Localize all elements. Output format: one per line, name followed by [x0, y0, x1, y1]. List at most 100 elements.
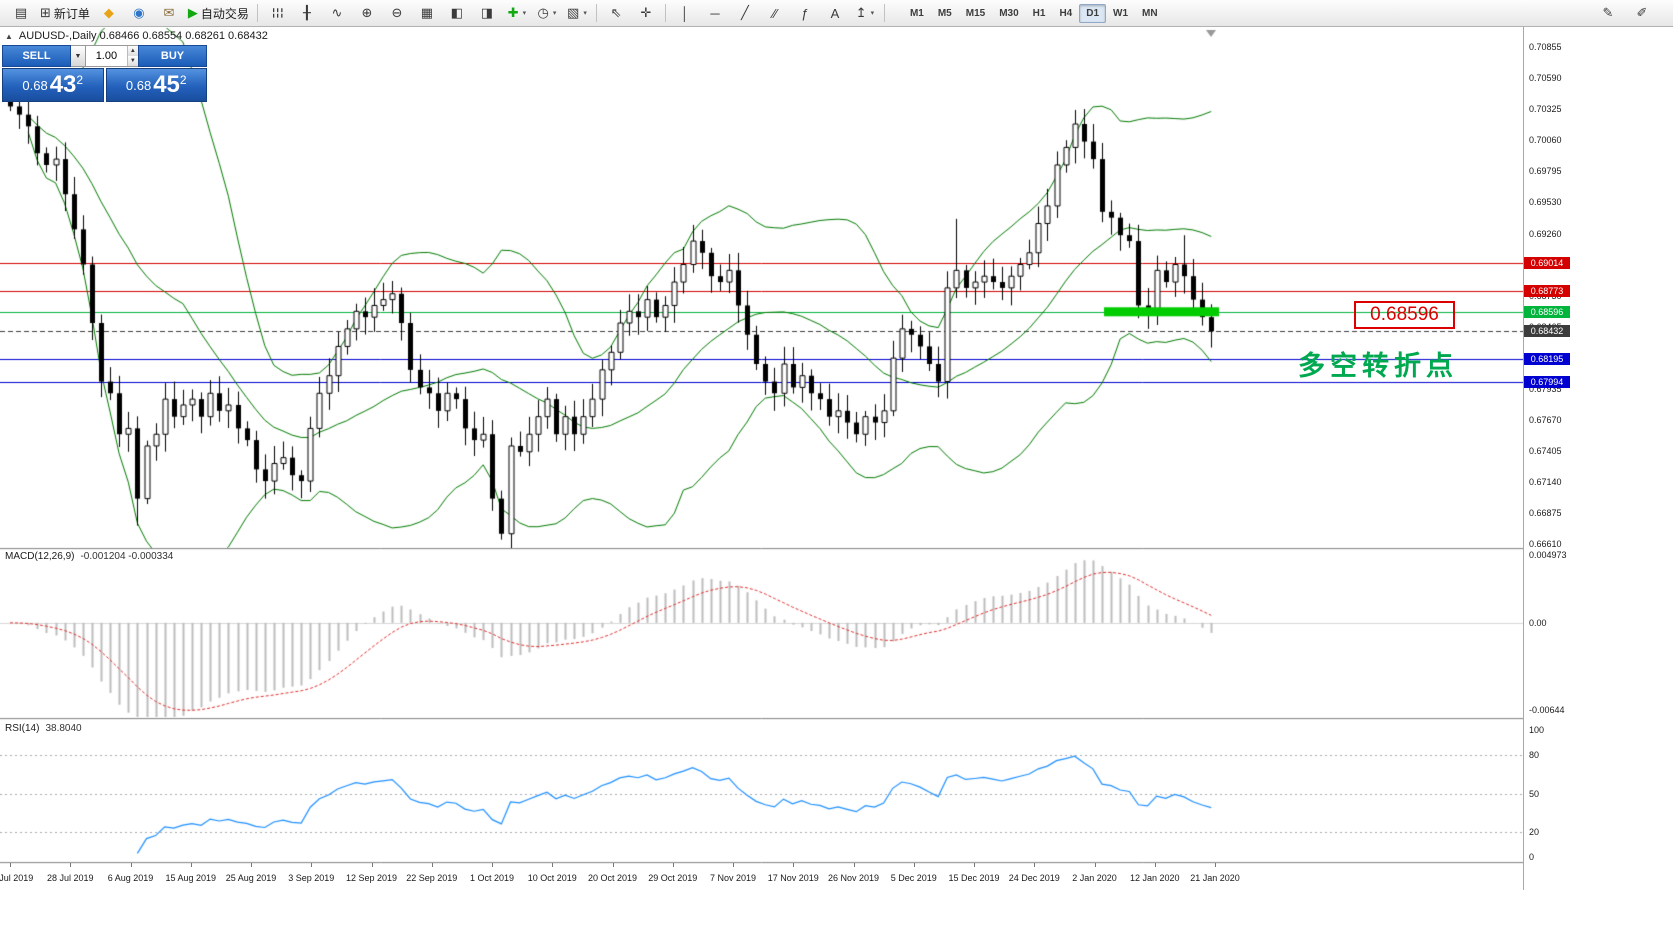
tile-windows-icon: ▦: [420, 5, 434, 20]
horizontal-line-button[interactable]: ─: [700, 1, 730, 25]
date-label: 12 Jan 2020: [1129, 873, 1180, 883]
tile-vertically-button[interactable]: ◨: [472, 1, 502, 25]
indicators-button[interactable]: ✚ ▾: [502, 1, 532, 25]
zoom-out-button[interactable]: ⊖: [382, 1, 412, 25]
date-label: 17 Nov 2019: [767, 873, 819, 883]
templates-button[interactable]: ▧ ▾: [562, 1, 592, 25]
buy-price-base: 0.68: [125, 77, 152, 93]
timeframe-d1[interactable]: D1: [1079, 3, 1107, 23]
timeframe-m30[interactable]: M30: [999, 7, 1019, 19]
date-tick: [612, 863, 614, 867]
timeframe-m15[interactable]: M15: [965, 7, 986, 19]
zoom-in-button[interactable]: ⊕: [352, 1, 382, 25]
buy-price-button[interactable]: 0.68 45 2: [105, 68, 207, 102]
indicators-button-dropdown-icon[interactable]: ▾: [522, 10, 527, 17]
account-icon[interactable]: ◉: [124, 1, 154, 25]
price-tick: 0.67670: [1529, 415, 1562, 426]
price-level-badge: 0.67994: [1524, 376, 1570, 389]
chart-canvas[interactable]: [0, 27, 1523, 890]
channel-icon: ∕∕: [772, 5, 778, 21]
cursor-button[interactable]: ⇖: [601, 1, 631, 25]
date-label: 1 Oct 2019: [469, 873, 515, 883]
line-chart-type-button[interactable]: ∿: [322, 1, 352, 25]
draw-icon[interactable]: ✐: [1636, 5, 1648, 20]
price-level-annotation[interactable]: 0.68596: [1354, 301, 1455, 329]
new-order-button[interactable]: ⊞ 新订单: [36, 1, 94, 25]
turning-point-annotation[interactable]: 多空转折点: [1298, 351, 1458, 381]
date-label: 22 Sep 2019: [406, 873, 458, 883]
price-tick: 0.67405: [1529, 446, 1562, 457]
templates-button-dropdown-icon[interactable]: ▾: [583, 10, 587, 17]
price-level-badge: 0.68432: [1524, 324, 1570, 337]
window-icon[interactable]: ▤: [6, 1, 36, 25]
arrows-button[interactable]: ↥ ▾: [850, 1, 880, 25]
date-label: 12 Sep 2019: [345, 873, 398, 883]
news-icon[interactable]: ✉: [154, 1, 184, 25]
date-tick: [190, 863, 192, 867]
text-button[interactable]: A: [820, 1, 850, 25]
depth-of-market-icon[interactable]: ◆: [94, 1, 124, 25]
rsi-scale-tick: 20: [1529, 826, 1540, 837]
buy-price-pipette: 2: [179, 73, 187, 87]
rsi-name: RSI(14): [5, 723, 40, 734]
crosshair-button[interactable]: ✛: [631, 1, 661, 25]
volume-dropdown-button[interactable]: ▼: [71, 45, 86, 67]
date-tick: [793, 863, 795, 867]
collapse-panel-icon[interactable]: ▲: [5, 31, 13, 41]
fibonacci-button[interactable]: ƒ: [790, 1, 820, 25]
date-tick: [251, 863, 252, 867]
periods-button[interactable]: ◷ ▾: [532, 1, 562, 25]
bar-chart-type-button[interactable]: ☷: [262, 1, 292, 25]
date-label: 24 Dec 2019: [1008, 873, 1060, 883]
price-level-badge: 0.68195: [1524, 352, 1570, 365]
vertical-line-icon: │: [680, 5, 689, 21]
timeframe-h1[interactable]: H1: [1032, 7, 1046, 19]
buy-button[interactable]: BUY: [138, 45, 207, 67]
date-tick: [1154, 863, 1156, 867]
tile-windows-button[interactable]: ▦: [412, 1, 442, 25]
price-tick: 0.69260: [1529, 229, 1562, 240]
window-icon-icon: ▤: [14, 5, 28, 20]
rsi-indicator-label: RSI(14) 38.8040: [5, 723, 82, 734]
date-tick: [1094, 863, 1096, 867]
crosshair-icon: ✛: [640, 5, 652, 20]
periods-button-dropdown-icon[interactable]: ▾: [552, 10, 557, 17]
timeframe-bar: M1 M5 M15 M30 H1 H4 D1 W1 MN: [903, 3, 1165, 23]
date-axis[interactable]: 18 Jul 2019 28 Jul 2019 6 Aug 2019 15 Aug 2…: [0, 862, 1523, 890]
cascade-windows-icon: ◧: [450, 5, 464, 20]
indicators-icon: ✚: [507, 5, 519, 20]
price-tick: 0.67140: [1529, 477, 1562, 488]
price-tick: 0.70590: [1529, 73, 1562, 84]
date-label: 15 Dec 2019: [948, 873, 1000, 883]
volume-up-button[interactable]: ▲: [127, 46, 138, 56]
price-level-badge: 0.69014: [1524, 256, 1570, 269]
cascade-windows-button[interactable]: ◧: [442, 1, 472, 25]
date-tick: [492, 863, 493, 867]
candlestick-chart-type-icon: ╂: [303, 5, 311, 20]
sell-button[interactable]: SELL: [2, 45, 71, 67]
volume-down-button[interactable]: ▼: [127, 56, 138, 66]
edit-icon[interactable]: ✎: [1602, 5, 1614, 20]
sell-price-button[interactable]: 0.68 43 2: [2, 68, 104, 102]
vertical-line-button[interactable]: │: [670, 1, 700, 25]
channel-button[interactable]: ∕∕: [760, 1, 790, 25]
price-tick: 0.70325: [1529, 104, 1562, 115]
trendline-button[interactable]: ╱: [730, 1, 760, 25]
timeframe-h4[interactable]: H4: [1059, 7, 1073, 19]
volume-spinner: ▲ ▼: [126, 46, 138, 66]
volume-input[interactable]: [86, 46, 127, 66]
fibonacci-icon: ƒ: [801, 5, 809, 21]
timeframe-m1[interactable]: M1: [909, 7, 924, 19]
arrows-button-dropdown-icon[interactable]: ▾: [870, 10, 875, 17]
toolbar-separator: [664, 4, 666, 22]
volume-field: ▲ ▼: [86, 45, 138, 67]
date-tick: [10, 863, 11, 867]
autotrading-button[interactable]: ▶ 自动交易: [184, 1, 253, 25]
timeframe-mn[interactable]: MN: [1142, 7, 1158, 19]
price-scale[interactable]: 0.70855 0.70590 0.70325 0.70060 0.69795 0.695…: [1523, 27, 1673, 890]
timeframe-w1[interactable]: W1: [1113, 7, 1129, 19]
candlestick-chart-type-button[interactable]: ╂: [292, 1, 322, 25]
text-icon: A: [830, 5, 840, 21]
timeframe-m5[interactable]: M5: [937, 7, 952, 19]
